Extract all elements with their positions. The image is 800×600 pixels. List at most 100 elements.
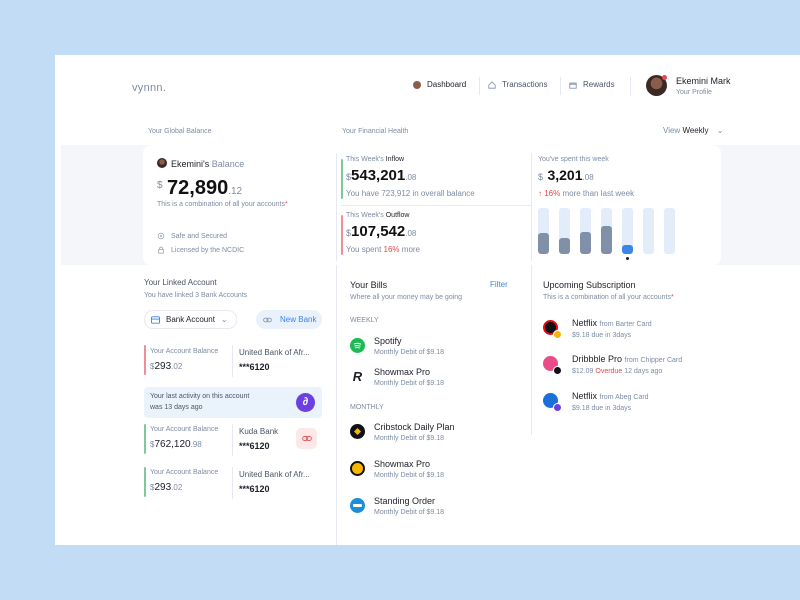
account-number: ***6120 (239, 441, 270, 451)
last-activity-banner: Your last activity on this account was 1… (144, 387, 322, 418)
weekly-bar[interactable] (643, 208, 654, 254)
avatar-icon (157, 158, 167, 168)
weekly-spend-chart (536, 208, 686, 260)
sub-amount: $9.18 (572, 405, 590, 412)
weekly-bar[interactable] (559, 208, 570, 254)
weekly-bar[interactable] (580, 208, 591, 254)
bill-item[interactable]: R Showmax Pro Monthly Debit of $9.18 (350, 367, 520, 395)
inflow-note-c: in overall balance (412, 189, 475, 198)
chevron-down-icon: ⌄ (716, 126, 724, 135)
account-currency: $ (150, 362, 155, 371)
inflow-note: You have 723,912 in overall balance (346, 189, 475, 198)
financial-health-label: Your Financial Health (342, 128, 409, 135)
account-balance: $293.02 (150, 361, 182, 372)
divider (232, 467, 233, 499)
account-indicator (144, 467, 146, 497)
new-bank-button[interactable]: New Bank (256, 310, 322, 329)
spent-amount-row: $ 3,201.08 (538, 167, 594, 185)
nav-divider (560, 77, 561, 95)
kuda-bank-logo-icon: ∂ (296, 393, 315, 412)
nav-transactions[interactable]: Transactions (488, 80, 548, 89)
divider (341, 205, 531, 206)
sub-from: from Abeg Card (599, 394, 649, 401)
bills-weekly-heading: WEEKLY (350, 317, 379, 324)
balance-note-star: * (285, 201, 288, 208)
weekly-bar[interactable] (538, 208, 549, 254)
mtn-icon (350, 461, 365, 476)
bank-account-dropdown[interactable]: Bank Account ⌄ (144, 310, 237, 329)
outflow-currency: $ (346, 228, 352, 238)
balance-title-name: Ekemini's (171, 159, 210, 169)
bill-name: Cribstock Daily Plan (374, 422, 455, 432)
subscription-detail: $9.18 due in 3days (572, 332, 631, 339)
account-indicator (144, 424, 146, 454)
subscription-item[interactable]: Dribbble Pro from Chipper Card $12.09 Ov… (543, 353, 743, 383)
divider (531, 153, 532, 261)
balance-amount: 72,890 (167, 177, 229, 199)
account-indicator (144, 345, 146, 375)
sub-due: due in 3days (591, 405, 632, 412)
inflow-cents: .08 (405, 173, 417, 182)
subscription-item[interactable]: Netflix from Abeg Card $9.18 due in 3day… (543, 390, 743, 420)
bill-item[interactable]: Cribstock Daily Plan Monthly Debit of $9… (350, 422, 520, 450)
summary-card: Ekemini's Balance $ 72,890.12 This is a … (143, 145, 721, 265)
spent-note-text: more than last week (562, 189, 635, 198)
weekly-bar[interactable] (622, 208, 633, 254)
bills-title: Your Bills (350, 280, 388, 290)
subscription-item[interactable]: Netflix from Barter Card $9.18 due in 3d… (543, 317, 743, 347)
outflow-label: This Week's Outflow (346, 212, 409, 219)
brand-logo[interactable]: vynnn. (132, 82, 167, 94)
outflow-cents: .08 (405, 229, 417, 238)
view-label: View (663, 126, 681, 135)
subscription-title: Netflix from Barter Card (572, 318, 652, 328)
account-currency: $ (150, 440, 155, 449)
nav-dashboard-label: Dashboard (427, 80, 467, 89)
weekly-bar-fill (559, 237, 570, 254)
sub-from: from Chipper Card (624, 357, 683, 364)
bill-item[interactable]: Spotify Monthly Debit of $9.18 (350, 336, 520, 364)
divider (336, 265, 337, 545)
sub-name: Netflix (572, 391, 598, 401)
bill-sub: Monthly Debit of $9.18 (374, 380, 445, 387)
filter-button[interactable]: Filter (490, 280, 508, 289)
account-amount: 293 (154, 361, 172, 372)
account-balance-label: Your Account Balance (150, 426, 219, 433)
nav-transactions-label: Transactions (502, 80, 548, 89)
view-select[interactable]: View Weekly ⌄ (663, 126, 723, 135)
arrow-up-icon: ↑ (538, 189, 542, 198)
inflow-label: This Week's Inflow (346, 156, 404, 163)
nav-dashboard[interactable]: Dashboard (413, 80, 466, 89)
nav-rewards[interactable]: Rewards (569, 80, 615, 89)
profile-name[interactable]: Ekemini Mark (676, 76, 731, 86)
profile-avatar[interactable] (646, 75, 667, 96)
bills-monthly-heading: MONTHLY (350, 404, 384, 411)
balance-title: Ekemini's Balance (171, 159, 244, 169)
bill-item[interactable]: Showmax Pro Monthly Debit of $9.18 (350, 459, 520, 487)
linked-title: Your Linked Account (144, 278, 217, 287)
bill-item[interactable]: Standing Order Monthly Debit of $9.18 (350, 496, 520, 524)
showmax-icon: R (350, 369, 365, 384)
outflow-label-b: Outflow (385, 212, 410, 219)
notification-dot (662, 75, 667, 80)
subs-sub: This is a combination of all your accoun… (543, 294, 674, 301)
account-number: ***6120 (239, 484, 270, 494)
divider (531, 265, 532, 435)
activity-text-b: was 13 days ago (150, 404, 203, 411)
card-icon (151, 315, 160, 324)
inflow-currency: $ (346, 172, 352, 182)
sub-name: Netflix (572, 318, 598, 328)
profile-sub[interactable]: Your Profile (676, 89, 712, 96)
gear-icon (157, 232, 165, 240)
bank-name: United Bank of Afr... (239, 470, 310, 479)
weekly-bar-fill (580, 231, 591, 254)
weekly-bar[interactable] (664, 208, 675, 254)
safe-text: Safe and Secured (171, 232, 228, 240)
divider (232, 424, 233, 456)
safe-badge: Safe and Secured (157, 232, 227, 240)
unlink-button[interactable] (296, 428, 317, 449)
inflow-amount: 543,201 (351, 167, 406, 184)
nav-divider (630, 77, 631, 95)
sub-from: from Barter Card (599, 321, 652, 328)
account-amount: 293 (154, 482, 172, 493)
weekly-bar[interactable] (601, 208, 612, 254)
